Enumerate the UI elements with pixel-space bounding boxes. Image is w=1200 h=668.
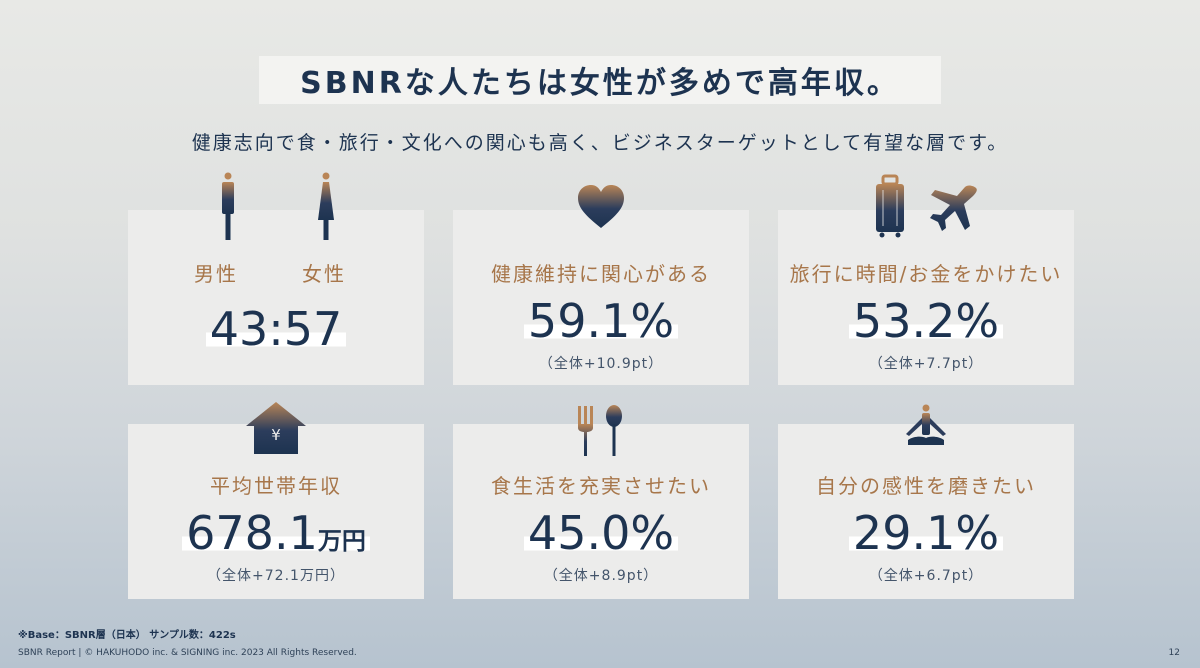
card-health: 健康維持に関心がある 59.1% （全体+10.9pt） — [453, 210, 749, 385]
airplane-icon — [930, 185, 977, 231]
card-food-label: 食生活を充実させたい — [491, 474, 711, 498]
card-travel: 旅行に時間/お金をかけたい 53.2% （全体+7.7pt） — [778, 210, 1074, 385]
income-number: 678.1 — [186, 506, 318, 560]
male-figure-icon — [222, 172, 234, 240]
card-sensibility: 自分の感性を磨きたい 29.1% （全体+6.7pt） — [778, 424, 1074, 599]
house-yen-icon: ¥ — [244, 400, 308, 456]
meditation-icon — [906, 404, 946, 445]
card-health-value: 59.1% — [523, 298, 679, 344]
card-income-note: （全体+72.1万円） — [207, 568, 345, 584]
card-gender-ratio: 男性 女性 43:57 — [128, 210, 424, 385]
yen-sign: ¥ — [271, 426, 281, 444]
card-sensibility-note: （全体+6.7pt） — [868, 568, 984, 584]
copyright: SBNR Report | © HAKUHODO inc. & SIGNING … — [18, 648, 357, 658]
card-health-note: （全体+10.9pt） — [538, 356, 664, 372]
card-food-value: 45.0% — [523, 510, 679, 556]
card-income-label: 平均世帯年収 — [210, 474, 342, 498]
title-box: SBNRな人たちは女性が多めで高年収。 — [259, 56, 941, 104]
page-subtitle: 健康志向で食・旅行・文化への関心も高く、ビジネスターゲットとして有望な層です。 — [191, 132, 1009, 154]
page-number: 12 — [1168, 648, 1180, 658]
female-figure-icon — [318, 172, 334, 240]
card-food-note: （全体+8.9pt） — [543, 568, 659, 584]
card-travel-note: （全体+7.7pt） — [868, 356, 984, 372]
fork-spoon-icon — [578, 405, 622, 456]
card-health-label: 健康維持に関心がある — [491, 262, 711, 286]
card-food: 食生活を充実させたい 45.0% （全体+8.9pt） — [453, 424, 749, 599]
card-sensibility-value: 29.1% — [848, 510, 1004, 556]
card-income-value: 678.1万円 — [182, 510, 370, 556]
income-unit: 万円 — [317, 527, 366, 555]
suitcase-icon — [876, 174, 904, 238]
heart-icon — [578, 185, 624, 228]
label-female: 女性 — [302, 262, 346, 286]
footnote: ※Base：SBNR層（日本） サンプル数：422s — [18, 630, 236, 641]
label-male: 男性 — [194, 262, 238, 286]
gender-ratio-value: 43:57 — [205, 306, 347, 352]
page-title: SBNRな人たちは女性が多めで高年収。 — [300, 66, 900, 101]
card-sensibility-label: 自分の感性を磨きたい — [816, 474, 1036, 498]
card-travel-value: 53.2% — [848, 298, 1004, 344]
card-travel-label: 旅行に時間/お金をかけたい — [789, 262, 1063, 286]
